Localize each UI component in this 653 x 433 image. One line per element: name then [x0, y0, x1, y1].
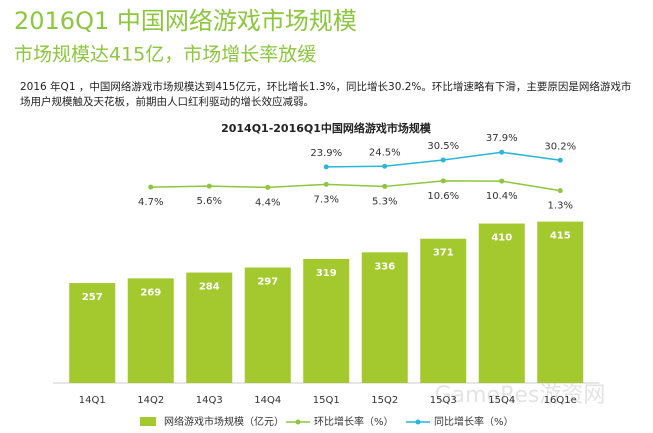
bar: [127, 278, 174, 383]
line-value-label: 4.4%: [255, 197, 280, 208]
legend-swatch: [295, 419, 301, 425]
line-value-label: 30.5%: [427, 141, 459, 152]
x-tick-label: 15Q1: [313, 395, 340, 406]
bar-value-label: 319: [316, 268, 337, 279]
bar: [537, 221, 584, 383]
line-value-label: 4.7%: [138, 197, 163, 208]
line-value-label: 24.5%: [369, 147, 401, 158]
line-point: [206, 183, 212, 189]
line-point: [440, 157, 446, 163]
line-value-label: 7.3%: [314, 194, 339, 205]
bar-value-label: 269: [140, 287, 161, 298]
line-point: [148, 184, 154, 190]
line-point: [382, 183, 388, 189]
legend-label: 网络游戏市场规模（亿元）: [164, 415, 284, 428]
legend-swatch: [415, 419, 421, 425]
line-value-label: 10.6%: [427, 191, 459, 202]
line-value-label: 5.3%: [372, 196, 397, 207]
x-tick-label: 16Q1e: [544, 395, 577, 406]
line-point: [440, 178, 446, 184]
line-point: [382, 163, 388, 169]
legend-label: 同比增长率（%）: [434, 415, 514, 428]
line-value-label: 10.4%: [486, 191, 518, 202]
line-point: [499, 149, 505, 155]
bar: [303, 258, 350, 383]
x-tick-label: 14Q3: [196, 395, 223, 406]
line-point: [265, 184, 271, 190]
bar-value-label: 410: [491, 233, 512, 244]
bar: [478, 223, 525, 383]
bar-value-label: 284: [199, 282, 220, 293]
line-value-label: 30.2%: [544, 141, 576, 152]
bar-value-label: 297: [257, 277, 278, 288]
bar: [186, 272, 233, 383]
summary-text: 2016 年Q1 ，中国网络游戏市场规模达到415亿元，环比增长1.3%，同比增…: [20, 81, 632, 108]
line-point: [323, 181, 329, 187]
x-tick-label: 15Q3: [430, 395, 457, 406]
legend-swatch: [140, 417, 156, 426]
x-tick-label: 15Q2: [371, 395, 398, 406]
bar: [69, 283, 116, 383]
line-point: [557, 157, 563, 163]
x-tick-label: 14Q2: [137, 395, 164, 406]
bar-value-label: 257: [82, 292, 103, 303]
page-title: 2016Q1 中国网络游戏市场规模: [14, 7, 357, 35]
line-value-label: 37.9%: [486, 133, 518, 144]
page-subtitle: 市场规模达415亿，市场增长率放缓: [14, 44, 316, 66]
bar-value-label: 415: [550, 231, 571, 242]
line: [150, 180, 561, 192]
bar: [361, 252, 408, 383]
line-point: [499, 178, 505, 184]
bar: [420, 238, 467, 383]
line-point: [323, 164, 329, 170]
x-tick-label: 14Q4: [254, 395, 281, 406]
line-value-label: 5.6%: [197, 196, 222, 207]
legend-label: 环比增长率（%）: [314, 415, 394, 428]
bar: [244, 267, 291, 383]
x-tick-label: 14Q1: [79, 395, 106, 406]
chart-title: 2014Q1-2016Q1中国网络游戏市场规模: [221, 121, 432, 135]
watermark: GameRes游资网: [435, 383, 606, 408]
line-value-label: 1.3%: [548, 201, 573, 212]
bar-value-label: 336: [374, 261, 395, 272]
bar-value-label: 371: [433, 248, 454, 259]
line-value-label: 23.9%: [310, 148, 342, 159]
x-tick-label: 15Q4: [488, 395, 515, 406]
line-point: [557, 188, 563, 194]
